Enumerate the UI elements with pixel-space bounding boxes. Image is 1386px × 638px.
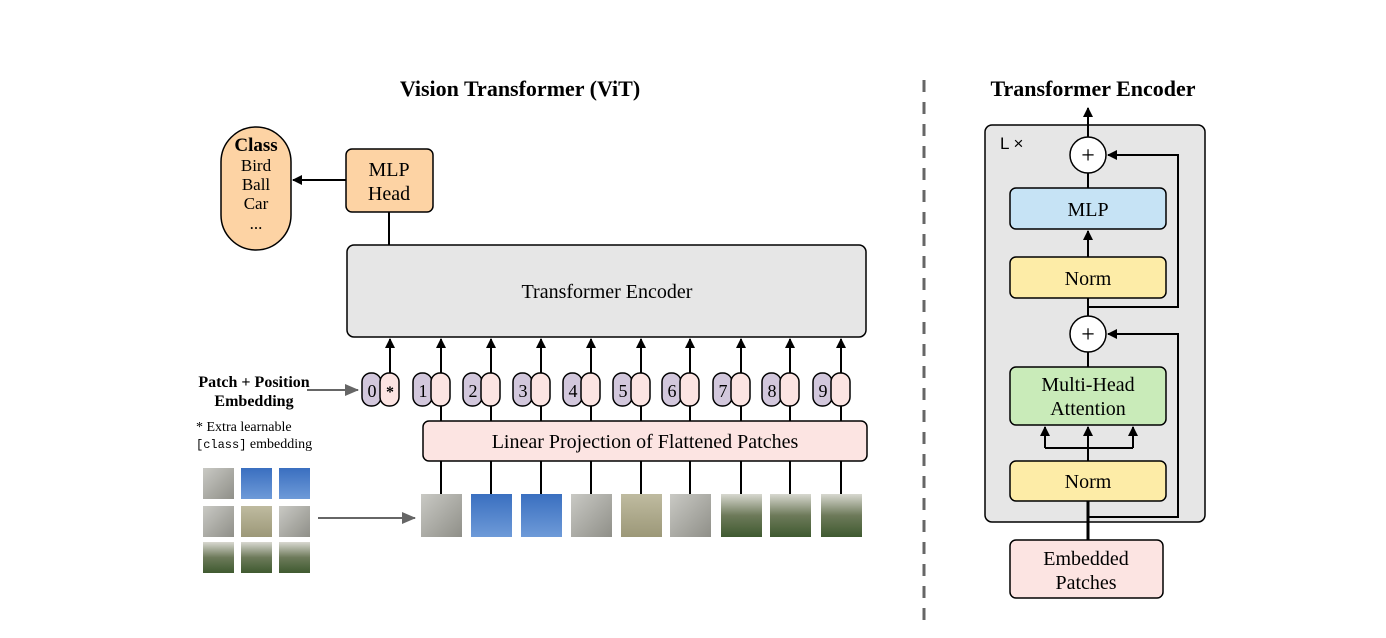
image-patch bbox=[670, 494, 711, 537]
repeat-label: L × bbox=[1000, 134, 1023, 153]
plus-icon: + bbox=[1081, 322, 1095, 348]
class-note: * Extra learnable bbox=[196, 420, 292, 435]
transformer-encoder-box bbox=[346, 244, 867, 338]
image-patch bbox=[621, 494, 662, 537]
embedded-patches-label: Embedded bbox=[1043, 548, 1129, 570]
mlp-head-label: MLP bbox=[368, 159, 409, 181]
linear-projection-box bbox=[422, 420, 868, 462]
token-row: 0 * 1 2 3 4 5 6 7 8 9 bbox=[361, 338, 862, 537]
plus-icon: + bbox=[1081, 143, 1095, 169]
image-patch bbox=[471, 494, 512, 537]
class-item: Ball bbox=[242, 175, 271, 194]
grid-patch bbox=[203, 468, 234, 499]
grid-patch bbox=[203, 542, 234, 573]
norm-label: Norm bbox=[1065, 268, 1112, 290]
add-node bbox=[1069, 315, 1107, 353]
patch-embedding bbox=[379, 372, 400, 407]
norm-box bbox=[1009, 256, 1167, 299]
position-index: 5 bbox=[619, 381, 628, 401]
patch-embedding bbox=[679, 372, 700, 407]
position-index: 4 bbox=[569, 381, 578, 401]
note-line1: * Extra learnable bbox=[196, 420, 292, 435]
position-index: 9 bbox=[819, 381, 828, 401]
attention-box bbox=[1009, 366, 1167, 426]
norm-box bbox=[1009, 460, 1167, 502]
vit-title: Vision Transformer (ViT) bbox=[400, 76, 640, 101]
patch-embedding bbox=[530, 372, 551, 407]
mlp-head-label: Head bbox=[368, 183, 410, 205]
grid-patch bbox=[241, 542, 272, 573]
position-index: 7 bbox=[719, 381, 728, 401]
image-patch-grid bbox=[203, 468, 310, 573]
grid-patch bbox=[241, 506, 272, 537]
embedding-label: Patch + Position bbox=[198, 374, 309, 391]
image-patch bbox=[721, 494, 762, 537]
image-patch bbox=[770, 494, 811, 537]
embedded-patches-label: Patches bbox=[1055, 572, 1116, 594]
position-index: 3 bbox=[519, 381, 528, 401]
class-heading: Class bbox=[234, 135, 277, 156]
image-patch bbox=[521, 494, 562, 537]
class-item: Bird bbox=[241, 156, 272, 175]
patch-embedding bbox=[730, 372, 751, 407]
note-line2: embedding bbox=[246, 437, 312, 452]
residual-connection bbox=[1088, 329, 1179, 518]
transformer-encoder-label: Transformer Encoder bbox=[522, 281, 693, 303]
position-index: 6 bbox=[668, 381, 677, 401]
patch-embedding bbox=[779, 372, 800, 407]
patch-embedding bbox=[830, 372, 851, 407]
note-code: [class] bbox=[196, 438, 246, 452]
class-output-box bbox=[220, 126, 292, 251]
attention-label: Multi-Head bbox=[1041, 374, 1134, 396]
position-index: 0 bbox=[368, 381, 377, 401]
mlp-box bbox=[1009, 187, 1167, 230]
grid-patch bbox=[279, 506, 310, 537]
patch-embedding bbox=[430, 372, 451, 407]
grid-patch bbox=[279, 542, 310, 573]
position-index: 8 bbox=[768, 381, 777, 401]
position-index: 1 bbox=[419, 381, 428, 401]
patch-embedding bbox=[630, 372, 651, 407]
embedded-patches-box bbox=[1009, 539, 1164, 599]
embedding-label: Embedding bbox=[214, 393, 293, 410]
grid-patch bbox=[241, 468, 272, 499]
class-item: Car bbox=[244, 194, 269, 213]
patch-embedding bbox=[580, 372, 601, 407]
class-token-mark: * bbox=[386, 384, 394, 401]
norm-label: Norm bbox=[1065, 471, 1112, 493]
image-patch bbox=[421, 494, 462, 537]
mlp-label: MLP bbox=[1067, 199, 1108, 221]
image-patch bbox=[821, 494, 862, 537]
add-node bbox=[1069, 136, 1107, 174]
class-note: [class] embedding bbox=[196, 437, 312, 452]
grid-patch bbox=[203, 506, 234, 537]
grid-patch bbox=[279, 468, 310, 499]
position-index: 2 bbox=[469, 381, 478, 401]
class-item: ... bbox=[250, 214, 263, 233]
linear-projection-label: Linear Projection of Flattened Patches bbox=[492, 431, 799, 453]
residual-connection bbox=[1088, 150, 1179, 308]
encoder-title: Transformer Encoder bbox=[990, 76, 1195, 101]
image-patch bbox=[571, 494, 612, 537]
patch-embedding bbox=[480, 372, 501, 407]
attention-label: Attention bbox=[1050, 398, 1126, 420]
